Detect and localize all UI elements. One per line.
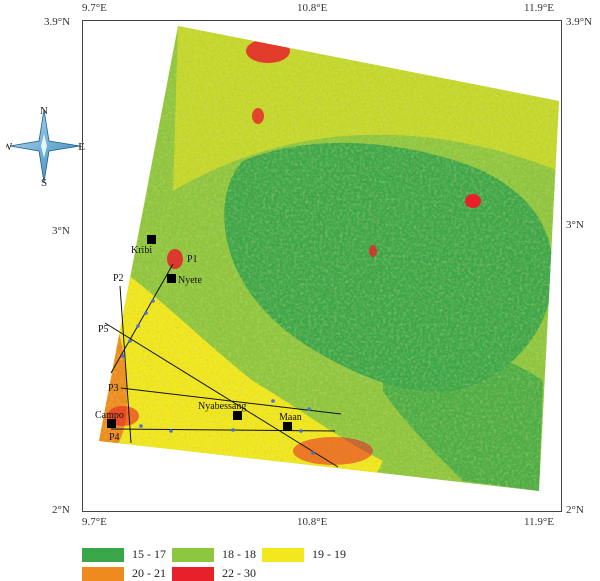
town-marker-nyabessang [233,411,242,420]
hotspot-mid [369,245,377,257]
legend-label: 20 - 21 [132,566,166,580]
legend-item-19-19: 19 - 19 [262,547,346,562]
legend-label: 18 - 18 [222,547,256,561]
hotspot-north [246,39,290,63]
scene [99,26,559,491]
legend-swatch [172,566,214,581]
top-lon-label-1: 10.8°E [297,2,328,14]
town-marker-campo [107,419,116,428]
town-label-campo: Campo [95,410,124,421]
compass-w: W [6,141,13,153]
profile-line-p5 [104,322,339,468]
right-lat-label-1: 3°N [566,219,584,231]
bottom-lon-label-0: 9.7°E [82,516,107,528]
profile-label-p5: P5 [98,324,109,335]
hotspot-northwest [252,108,264,124]
hotspot-kribi [167,249,183,269]
sample-point [144,311,148,315]
raster-map: Kribi Nyete Campo Nyabessang Maan P1 P2 … [95,26,559,491]
legend-item-22-30: 22 - 30 [172,566,256,581]
left-lat-label-0: 3.9°N [44,16,71,28]
legend-label: 22 - 30 [222,566,256,580]
hotspot-east [465,194,481,208]
bottom-lon-label-2: 11.9°E [524,516,554,528]
legend-swatch [262,547,304,562]
profile-label-p3: P3 [108,383,119,394]
sample-point [231,428,235,432]
compass-s: S [41,177,47,188]
town-label-nyabessang: Nyabessang [198,401,246,412]
compass-e: E [78,141,85,153]
profile-line-p2 [119,285,132,444]
town-markers [107,235,292,431]
town-label-maan: Maan [279,412,302,423]
texture-red [99,26,559,491]
sample-point [128,339,132,343]
profile-label-p1: P1 [187,254,198,265]
legend-item-20-21: 20 - 21 [82,566,166,581]
town-marker-nyete [167,274,176,283]
sample-point [311,451,315,455]
sample-point [271,399,275,403]
sample-point [139,424,143,428]
legend-label: 15 - 17 [132,547,166,561]
top-lon-label-0: 9.7°E [82,2,107,14]
legend-item-15-17: 15 - 17 [82,547,166,562]
compass-n: N [40,105,48,117]
right-lat-label-2: 2°N [566,504,584,516]
profile-lines [104,263,342,468]
legend-swatch [172,547,214,562]
bottom-lon-label-1: 10.8°E [297,516,328,528]
right-lat-label-0: 3.9°N [566,16,593,28]
profile-label-p2: P2 [113,273,124,284]
town-marker-kribi [147,235,156,244]
sample-point [169,429,173,433]
legend-swatch [82,547,124,562]
legend-label: 19 - 19 [312,547,346,561]
sample-point [136,324,140,328]
profile-label-p4: P4 [109,432,120,443]
legend-item-18-18: 18 - 18 [172,547,256,562]
profile-line-p1 [110,263,174,374]
town-marker-maan [283,422,292,431]
hotspot-south [293,437,373,465]
left-lat-label-1: 3°N [52,225,70,237]
sample-points [121,299,315,455]
map-frame: Kribi Nyete Campo Nyabessang Maan P1 P2 … [82,20,562,512]
town-label-nyete: Nyete [178,275,202,286]
sample-point [151,299,155,303]
compass-star-inner [41,134,47,158]
sample-point [121,354,125,358]
map-labels: Kribi Nyete Campo Nyabessang Maan P1 P2 … [95,245,302,443]
sample-point [299,429,303,433]
town-label-kribi: Kribi [131,245,152,256]
profile-line-p4 [110,428,336,432]
sample-point [307,407,311,411]
compass-rose: N S E W [6,105,85,188]
legend-swatch [82,566,124,581]
left-lat-label-2: 2°N [52,504,70,516]
top-lon-label-2: 11.9°E [524,2,554,14]
